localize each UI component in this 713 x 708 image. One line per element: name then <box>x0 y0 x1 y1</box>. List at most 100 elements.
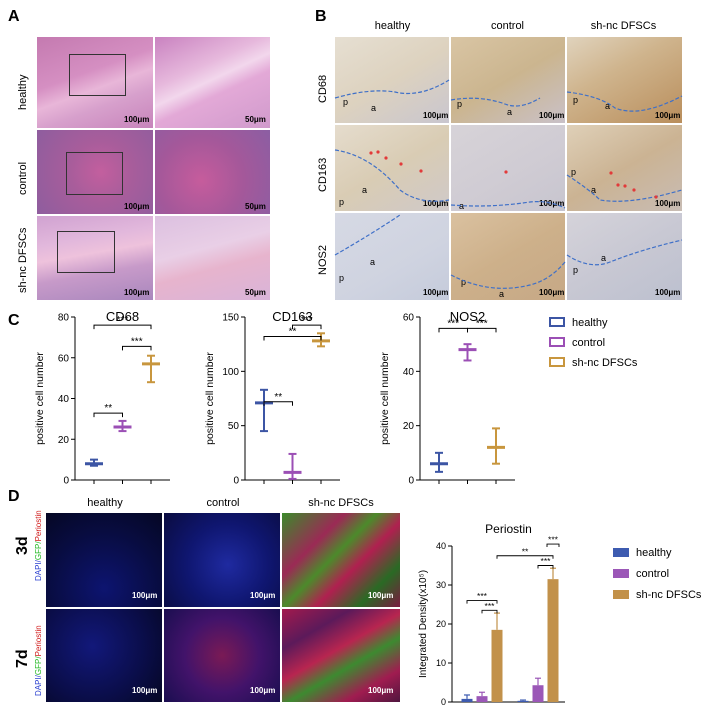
y-tick-label: 40 <box>436 541 446 551</box>
periostin-label: Periostin <box>34 510 43 542</box>
significance-bracket <box>122 345 152 351</box>
legend-label: control <box>636 568 669 580</box>
legend-swatch <box>549 337 565 347</box>
scale-bar-label: 100μm <box>539 199 565 208</box>
bar <box>532 685 544 702</box>
if-3d-control: 100μm <box>164 513 280 607</box>
label-p: p <box>343 97 349 107</box>
bar <box>547 579 559 702</box>
scale-bar-label: 100μm <box>423 288 449 297</box>
label-a: a <box>362 185 368 195</box>
chart-title: CD68 <box>106 309 139 324</box>
y-tick-label: 80 <box>58 313 70 324</box>
legend-label: healthy <box>636 547 672 559</box>
label-p: p <box>461 277 467 287</box>
significance-label: ** <box>274 392 282 403</box>
panel-label-b: B <box>315 8 327 25</box>
dapi-label: DAPI/ <box>34 675 43 696</box>
ihc-nos2-control: p a 100μm <box>451 213 565 300</box>
legend-swatch <box>613 569 629 578</box>
y-axis-label: positive cell number <box>379 352 391 445</box>
panel-label-c: C <box>8 312 20 329</box>
y-tick-label: 150 <box>222 313 239 324</box>
scale-bar-label: 100μm <box>539 288 565 297</box>
if-7d-shnc: 100μm <box>282 609 400 702</box>
significance-bracket <box>292 324 322 330</box>
ihc-cd163-healthy: p a 100μm <box>335 125 449 211</box>
scale-bar-label: 100μm <box>655 199 681 208</box>
label-a: a <box>499 289 505 299</box>
legend-swatch <box>613 590 629 599</box>
if-7d-control: 100μm <box>164 609 280 702</box>
if-3d-healthy: 100μm <box>46 513 162 607</box>
significance-bracket <box>537 565 554 569</box>
y-tick-label: 0 <box>63 476 69 487</box>
scale-bar-label: 100μm <box>655 111 681 120</box>
legend-label: sh-nc DFSCs <box>572 357 638 369</box>
scale-bar-label: 50μm <box>245 288 266 297</box>
ihc-cd68-healthy: p a 100μm <box>335 37 449 123</box>
label-a: a <box>507 107 513 117</box>
scale-bar-label: 100μm <box>368 591 394 600</box>
scale-bar-label: 100μm <box>368 686 394 695</box>
label-p: p <box>457 99 463 109</box>
panel-label-d: D <box>8 488 20 505</box>
y-axis-label: Integrated Density(x10⁵) <box>418 570 429 678</box>
y-tick-label: 30 <box>436 580 446 590</box>
legend-label: healthy <box>572 317 608 329</box>
significance-label: *** <box>477 591 488 601</box>
significance-bracket <box>496 555 554 559</box>
significance-bracket <box>263 401 293 406</box>
significance-label: ** <box>522 546 529 556</box>
scale-bar-label: 100μm <box>250 591 276 600</box>
legend-swatch <box>549 357 565 367</box>
legend-label: sh-nc DFSCs <box>636 589 702 601</box>
significance-bracket <box>467 327 497 333</box>
label-a: a <box>459 201 465 211</box>
scale-bar-label: 100μm <box>124 288 150 297</box>
bar <box>491 629 503 702</box>
chart-title: Periostin <box>485 522 532 536</box>
col-label-shnc: sh-nc DFSCs <box>308 497 374 509</box>
col-label-control: control <box>206 497 240 509</box>
significance-bracket <box>263 336 322 341</box>
y-tick-label: 40 <box>58 394 70 405</box>
bar <box>461 698 473 702</box>
scale-bar-label: 100μm <box>132 591 158 600</box>
he-shnc-zoom: 50μm <box>155 216 270 300</box>
chart-title: CD163 <box>272 309 312 324</box>
significance-label: *** <box>476 318 488 329</box>
zoom-box <box>69 54 126 96</box>
legend-swatch <box>613 548 629 557</box>
y-tick-label: 0 <box>233 476 239 487</box>
label-a: a <box>605 101 611 111</box>
label-p: p <box>339 273 345 283</box>
he-control-overview: 100μm <box>37 130 153 214</box>
significance-bracket <box>466 600 498 604</box>
y-tick-label: 10 <box>436 658 446 668</box>
gfp-label: GFP/ <box>34 541 43 561</box>
significance-label: ** <box>104 403 112 414</box>
legend-label: control <box>572 337 605 349</box>
y-tick-label: 40 <box>403 367 415 378</box>
col-label-control: control <box>490 20 525 32</box>
scale-bar-label: 50μm <box>245 202 266 211</box>
ihc-cd163-shnc: p a 100μm <box>567 125 682 211</box>
he-healthy-zoom: 50μm <box>155 37 270 128</box>
y-tick-label: 100 <box>222 367 239 378</box>
label-a: a <box>371 103 377 113</box>
label-a: a <box>591 185 597 195</box>
if-3d-shnc: 100μm <box>282 513 400 607</box>
bar <box>517 700 529 702</box>
significance-label: *** <box>548 535 559 545</box>
stain-label-7d: DAPI/GFP/Periostin <box>34 625 43 696</box>
he-healthy-overview: 100μm <box>37 37 153 128</box>
panel-d-bar-chart: Periostin 0 10 20 30 40 Integrated Density(x10… <box>418 522 702 707</box>
label-p: p <box>571 167 577 177</box>
scale-bar-label: 100μm <box>539 111 565 120</box>
zoom-box <box>57 231 115 273</box>
significance-bracket <box>93 324 152 330</box>
scale-bar-label: 100μm <box>655 288 681 297</box>
stain-label-3d: DAPI/GFP/Periostin <box>34 510 43 581</box>
